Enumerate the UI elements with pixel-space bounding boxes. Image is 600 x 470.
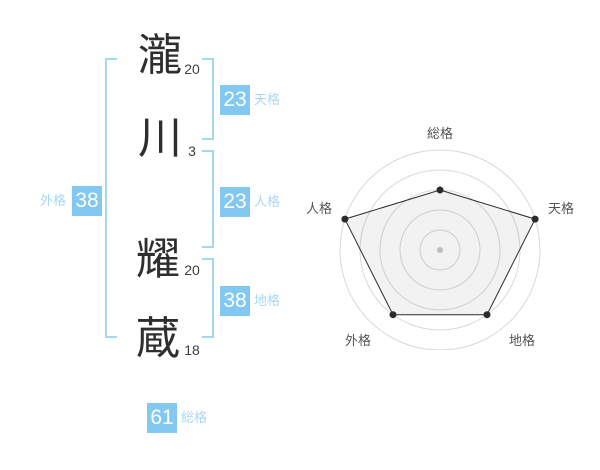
radar-grid-ring	[399, 209, 481, 291]
soukaku-value-badge: 61	[147, 403, 177, 433]
tenkaku-value-badge: 23	[220, 85, 250, 115]
stroke-count-1: 20	[184, 61, 200, 77]
stroke-count-3: 20	[184, 262, 200, 278]
stroke-count-4: 18	[184, 342, 200, 358]
jinkaku-label: 人格	[254, 194, 281, 209]
stroke-count-2: 3	[188, 143, 196, 159]
name-character-4: 蔵	[136, 314, 180, 363]
jinkaku-bracket	[202, 150, 214, 248]
tenkaku-bracket	[202, 58, 214, 140]
radar-data-polygon	[344, 189, 536, 316]
radar-vertex-dot	[531, 215, 539, 223]
soukaku-label: 総格	[181, 410, 208, 425]
chikaku-bracket	[202, 258, 214, 338]
jinkaku-value-badge: 23	[220, 187, 250, 217]
radar-vertex-dot	[341, 215, 349, 223]
radar-vertex-dot	[483, 311, 491, 319]
name-character-2: 川	[138, 114, 182, 163]
radar-axis-label: 天格	[548, 201, 574, 216]
radar-center-dot	[437, 247, 443, 253]
radar-vertex-dot	[436, 186, 444, 194]
radar-axis-label: 地格	[509, 333, 535, 348]
gaikaku-bracket	[105, 58, 117, 338]
radar-axis-label: 総格	[427, 126, 453, 141]
gaikaku-value-badge: 38	[72, 186, 102, 216]
tenkaku-label: 天格	[254, 92, 281, 107]
gaikaku-label: 外格	[39, 193, 66, 208]
radar-axis-label: 人格	[306, 201, 332, 216]
radar-vertex-dot	[389, 311, 397, 319]
name-character-3: 耀	[136, 235, 180, 284]
chikaku-value-badge: 38	[220, 286, 250, 316]
radar-axis-label: 外格	[345, 333, 371, 348]
radar-grid-ring	[419, 229, 461, 271]
radar-grid-ring	[339, 149, 541, 350]
name-character-1: 瀧	[138, 31, 182, 80]
chikaku-label: 地格	[254, 293, 281, 308]
